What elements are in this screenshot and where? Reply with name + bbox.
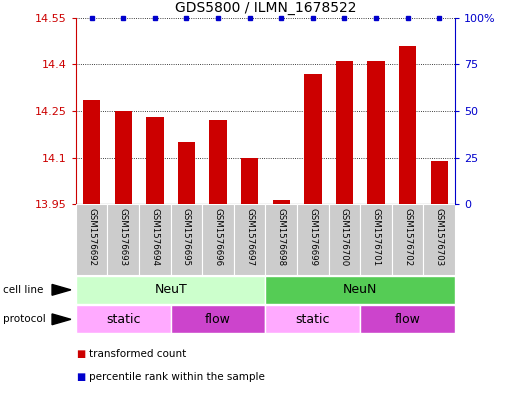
Bar [360, 305, 455, 333]
Text: ■: ■ [76, 349, 85, 359]
Bar [83, 100, 100, 204]
Text: NeuN: NeuN [343, 283, 378, 296]
Text: ■: ■ [76, 372, 85, 382]
Text: static: static [295, 313, 330, 326]
Text: cell line: cell line [3, 285, 43, 295]
Text: protocol: protocol [3, 314, 46, 324]
Bar [266, 204, 297, 275]
Text: GSM1576701: GSM1576701 [371, 208, 381, 266]
Text: GSM1576697: GSM1576697 [245, 208, 254, 266]
Text: GSM1576700: GSM1576700 [340, 208, 349, 266]
Text: GSM1576699: GSM1576699 [309, 208, 317, 266]
Bar [399, 46, 416, 204]
Bar [76, 305, 170, 333]
Text: flow: flow [205, 313, 231, 326]
Text: GSM1576703: GSM1576703 [435, 208, 444, 266]
Text: GSM1576695: GSM1576695 [182, 208, 191, 266]
Text: transformed count: transformed count [89, 349, 186, 359]
Text: GSM1576698: GSM1576698 [277, 208, 286, 266]
Bar [209, 120, 226, 204]
Bar [107, 204, 139, 275]
Text: NeuT: NeuT [154, 283, 187, 296]
Bar [297, 204, 328, 275]
Bar [170, 204, 202, 275]
Bar [266, 276, 455, 304]
Text: GSM1576696: GSM1576696 [213, 208, 222, 266]
Text: static: static [106, 313, 141, 326]
Bar [115, 111, 132, 204]
Bar [266, 305, 360, 333]
Bar [178, 142, 195, 204]
Text: GSM1576694: GSM1576694 [150, 208, 160, 266]
Bar [392, 204, 424, 275]
Bar [234, 204, 266, 275]
Bar [202, 204, 234, 275]
Bar [360, 204, 392, 275]
Title: GDS5800 / ILMN_1678522: GDS5800 / ILMN_1678522 [175, 1, 356, 15]
Bar [367, 61, 385, 204]
Bar [170, 305, 266, 333]
Bar [139, 204, 170, 275]
Bar [336, 61, 353, 204]
Text: flow: flow [395, 313, 420, 326]
Bar [241, 158, 258, 204]
Bar [304, 73, 322, 204]
Bar [76, 276, 266, 304]
Bar [424, 204, 455, 275]
Bar [146, 117, 164, 204]
Polygon shape [52, 314, 71, 325]
Bar [430, 161, 448, 204]
Text: GSM1576693: GSM1576693 [119, 208, 128, 266]
Bar [76, 204, 107, 275]
Bar [328, 204, 360, 275]
Bar [272, 200, 290, 204]
Polygon shape [52, 285, 71, 295]
Text: GSM1576692: GSM1576692 [87, 208, 96, 266]
Text: percentile rank within the sample: percentile rank within the sample [89, 372, 265, 382]
Text: GSM1576702: GSM1576702 [403, 208, 412, 266]
